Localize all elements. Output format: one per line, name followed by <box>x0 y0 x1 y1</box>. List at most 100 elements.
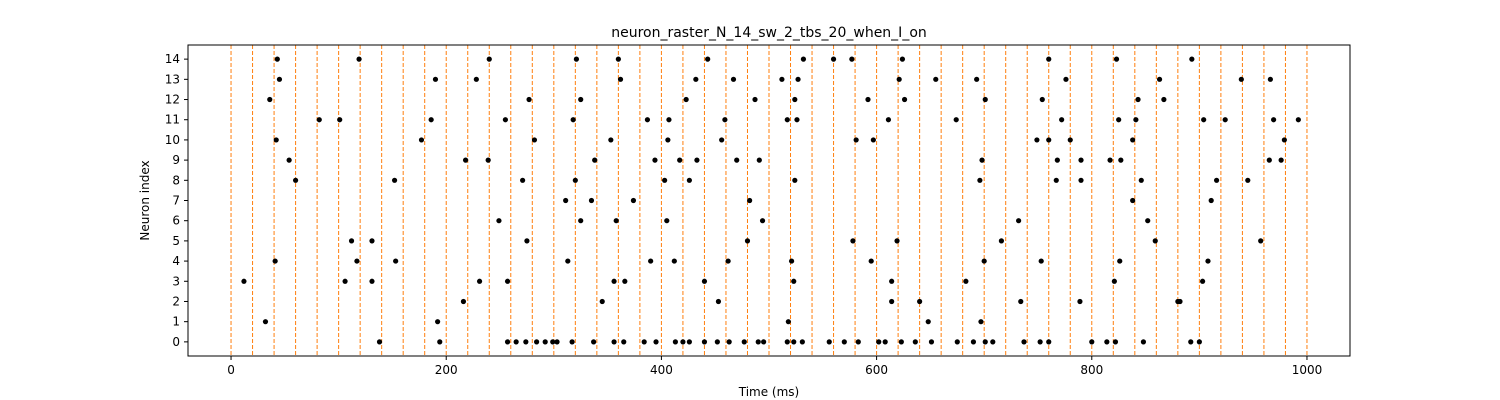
x-tick-label: 800 <box>1080 363 1103 377</box>
spike-dot <box>1245 177 1251 183</box>
spike-dot <box>418 137 425 143</box>
spike-dot <box>1133 117 1139 123</box>
spike-dot <box>578 96 584 103</box>
chart-title: neuron_raster_N_14_sw_2_tbs_20_when_I_on <box>611 25 927 41</box>
spike-dot <box>977 177 983 183</box>
spike-dot <box>998 238 1005 244</box>
spike-dot <box>1118 157 1124 163</box>
spike-dot <box>337 117 343 123</box>
spike-dot <box>611 339 617 345</box>
x-tick-label: 200 <box>435 363 458 377</box>
spike-dot <box>531 137 538 143</box>
spike-dot <box>1046 137 1052 143</box>
spike-dot <box>504 278 511 284</box>
spike-dot <box>652 157 658 163</box>
spike-dot <box>752 96 758 103</box>
spike-dot <box>354 258 360 264</box>
spike-dot <box>476 278 483 284</box>
spike-dot <box>1112 339 1119 345</box>
spike-dot <box>694 157 700 163</box>
x-axis-label: Time (ms) <box>738 385 800 399</box>
spike-dot <box>286 157 292 163</box>
spike-dot <box>693 76 699 82</box>
y-tick-label: 0 <box>172 335 180 349</box>
spike-dot <box>496 218 502 224</box>
spike-dot <box>1053 177 1059 183</box>
spike-dot <box>901 96 908 103</box>
y-tick-label: 8 <box>172 173 180 187</box>
spike-dot <box>705 56 711 62</box>
spike-dot <box>241 278 247 284</box>
spike-dot <box>563 197 569 204</box>
spike-dot <box>933 76 939 82</box>
spike-dot <box>526 96 532 103</box>
x-tick-label: 600 <box>865 363 888 377</box>
spike-dot <box>613 218 619 224</box>
spike-dot <box>761 339 767 345</box>
spike-dot <box>1201 117 1207 123</box>
spike-dot <box>1117 258 1123 264</box>
spike-dot <box>460 298 467 305</box>
spike-dot <box>342 278 348 284</box>
spike-dot <box>1089 339 1095 345</box>
spike-group <box>241 56 1301 345</box>
spike-dot <box>486 56 492 62</box>
spike-dot <box>356 56 362 62</box>
spike-dot <box>788 258 795 264</box>
spike-dot <box>1177 298 1183 305</box>
spike-dot <box>617 76 624 82</box>
spike-dot <box>896 76 902 82</box>
spike-dot <box>641 339 647 345</box>
spike-dot <box>1208 197 1214 204</box>
y-tick-label: 6 <box>172 214 180 228</box>
spike-dot <box>1130 137 1136 143</box>
spike-dot <box>779 76 785 82</box>
y-tick-label: 5 <box>172 234 180 248</box>
spike-dot <box>747 197 753 204</box>
spike-dot <box>876 339 882 345</box>
spike-dot <box>1238 76 1244 82</box>
spike-dot <box>554 339 560 345</box>
spike-dot <box>504 339 511 345</box>
spike-dot <box>792 177 798 183</box>
spike-dot <box>981 258 987 264</box>
spike-dot <box>565 258 571 264</box>
spike-dot <box>1063 76 1069 82</box>
spike-dot <box>1152 238 1158 244</box>
spike-dot <box>841 339 847 345</box>
spike-dot <box>979 157 985 163</box>
spike-dot <box>1067 137 1073 143</box>
spike-dot <box>1295 117 1301 123</box>
y-tick-label: 2 <box>172 294 180 308</box>
spike-dot <box>791 278 797 284</box>
spike-dot <box>542 339 548 345</box>
y-tick-label: 1 <box>172 315 180 329</box>
spike-dot <box>701 278 708 284</box>
spike-dot <box>730 76 737 82</box>
spike-dot <box>855 339 861 345</box>
spike-dot <box>1258 238 1264 244</box>
spike-dot <box>369 238 375 244</box>
y-tick-label: 3 <box>172 274 180 288</box>
spike-dot <box>928 339 935 345</box>
spike-dot <box>1107 157 1113 163</box>
spike-dot <box>462 157 469 163</box>
spike-dot <box>974 76 980 82</box>
spike-dot <box>744 238 751 244</box>
spike-dot <box>523 339 529 345</box>
spike-dot <box>292 177 299 183</box>
spike-dot <box>741 339 747 345</box>
spike-dot <box>954 339 960 345</box>
spike-dot <box>621 339 627 345</box>
spike-dot <box>276 76 283 82</box>
spike-dot <box>799 339 805 345</box>
spike-dot <box>1189 56 1195 62</box>
spike-dot <box>608 137 614 143</box>
spike-dot <box>898 339 904 345</box>
spike-dot <box>1213 177 1220 183</box>
spike-dot <box>622 278 628 284</box>
spike-dot <box>784 117 790 123</box>
x-tick-label: 400 <box>650 363 673 377</box>
spike-dot <box>1034 137 1040 143</box>
spike-dot <box>714 339 720 345</box>
